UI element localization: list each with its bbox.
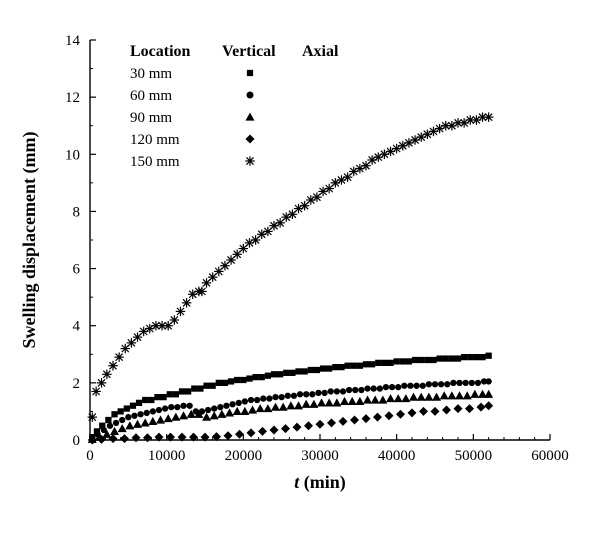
svg-text:60 mm: 60 mm [130, 88, 172, 104]
svg-text:30000: 30000 [301, 448, 339, 464]
svg-text:0: 0 [73, 433, 81, 449]
svg-text:12: 12 [65, 90, 80, 106]
svg-text:120 mm: 120 mm [130, 132, 180, 148]
svg-text:2: 2 [73, 376, 81, 392]
svg-text:20000: 20000 [225, 448, 263, 464]
svg-text:90 mm: 90 mm [130, 110, 172, 126]
svg-text:6: 6 [73, 262, 81, 278]
svg-text:50000: 50000 [455, 448, 493, 464]
chart-svg: 0 10000 20000 30000 40000 50000 60000 0 2 4 6 8 10 12… [0, 0, 600, 533]
legend: Location Vertical Axial 30 mm 60 mm 90 mm 120 … [130, 43, 339, 170]
svg-text:Vertical: Vertical [222, 43, 276, 60]
svg-text:Swelling displacement (mm): Swelling displacement (mm) [19, 132, 40, 349]
svg-text:10000: 10000 [148, 448, 186, 464]
svg-text:40000: 40000 [378, 448, 416, 464]
swelling-displacement-chart: 0 10000 20000 30000 40000 50000 60000 0 2 4 6 8 10 12… [0, 0, 600, 533]
svg-text:0: 0 [86, 448, 94, 464]
svg-text:30 mm: 30 mm [130, 66, 172, 82]
svg-text:8: 8 [73, 204, 81, 220]
svg-text:Axial: Axial [302, 43, 339, 60]
svg-text:t (min): t (min) [294, 472, 346, 493]
svg-text:10: 10 [65, 147, 80, 163]
svg-text:60000: 60000 [531, 448, 569, 464]
svg-text:14: 14 [65, 33, 81, 49]
svg-text:150 mm: 150 mm [130, 154, 180, 170]
svg-text:4: 4 [73, 319, 81, 335]
svg-text:Location: Location [130, 43, 191, 60]
series-circle [89, 378, 492, 441]
